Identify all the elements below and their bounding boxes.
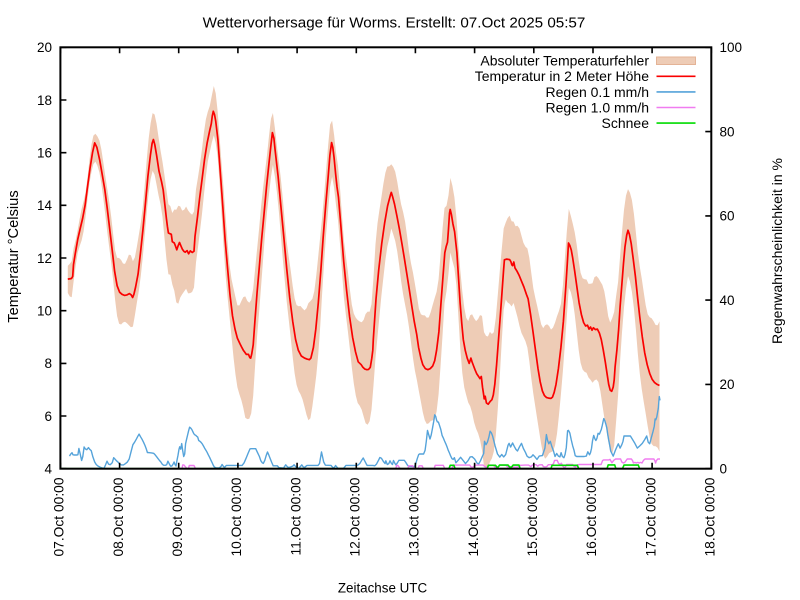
svg-text:08.Oct 00:00: 08.Oct 00:00 [111,477,126,556]
svg-text:Regen 1.0 mm/h: Regen 1.0 mm/h [546,99,650,115]
svg-text:100: 100 [720,40,743,55]
svg-text:Absoluter Temperaturfehler: Absoluter Temperaturfehler [480,53,649,69]
svg-text:18.Oct 00:00: 18.Oct 00:00 [703,477,718,556]
svg-text:Schnee: Schnee [602,115,650,131]
svg-text:18: 18 [37,93,52,108]
svg-text:4: 4 [44,462,52,477]
svg-text:09.Oct 00:00: 09.Oct 00:00 [170,477,185,556]
svg-text:Temperatur in 2 Meter Höhe: Temperatur in 2 Meter Höhe [475,68,650,84]
svg-text:80: 80 [720,124,735,139]
svg-text:0: 0 [720,462,728,477]
svg-text:10: 10 [37,304,52,319]
svg-text:13.Oct 00:00: 13.Oct 00:00 [407,477,422,556]
svg-text:14: 14 [37,198,53,213]
svg-text:6: 6 [44,409,52,424]
svg-text:Regenwahrscheinlichkeit in %: Regenwahrscheinlichkeit in % [769,158,785,344]
svg-text:16: 16 [37,146,52,161]
svg-text:40: 40 [720,293,735,308]
svg-text:15.Oct 00:00: 15.Oct 00:00 [525,477,540,556]
svg-text:14.Oct 00:00: 14.Oct 00:00 [466,477,481,556]
svg-text:Regen 0.1 mm/h: Regen 0.1 mm/h [546,84,650,100]
svg-text:8: 8 [44,356,52,371]
svg-text:Zeitachse UTC: Zeitachse UTC [338,580,428,595]
svg-text:Temperatur °Celsius: Temperatur °Celsius [6,190,22,322]
svg-text:11.Oct 00:00: 11.Oct 00:00 [288,477,303,555]
svg-text:10.Oct 00:00: 10.Oct 00:00 [229,477,244,556]
svg-text:60: 60 [720,209,735,224]
svg-text:16.Oct 00:00: 16.Oct 00:00 [584,477,599,556]
svg-text:07.Oct 00:00: 07.Oct 00:00 [52,477,67,556]
svg-text:12.Oct 00:00: 12.Oct 00:00 [348,477,363,556]
svg-text:Wettervorhersage für Worms. Er: Wettervorhersage für Worms. Erstellt: 07… [203,15,586,32]
svg-text:17.Oct 00:00: 17.Oct 00:00 [643,477,658,556]
svg-text:20: 20 [720,377,735,392]
svg-text:12: 12 [37,251,52,266]
svg-text:20: 20 [37,40,52,55]
